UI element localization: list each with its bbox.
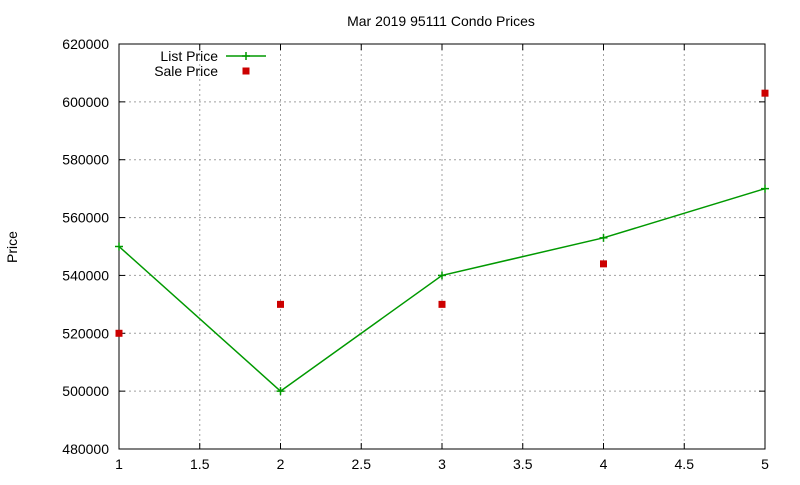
series-layer <box>115 89 769 396</box>
x-tick-label: 2 <box>277 456 285 472</box>
data-point <box>115 242 123 251</box>
legend-marker <box>242 52 250 60</box>
y-tick-label: 600000 <box>62 94 109 110</box>
data-point <box>438 300 446 308</box>
data-point <box>276 387 285 396</box>
data-point <box>600 260 607 268</box>
y-tick-label: 520000 <box>62 325 109 341</box>
series-list-price <box>115 184 769 396</box>
x-tick-label: 1.5 <box>190 456 210 472</box>
data-point <box>115 329 123 337</box>
grid-layer <box>119 44 765 449</box>
x-tick-label: 3.5 <box>513 456 533 472</box>
x-tick-label: 1 <box>115 456 123 472</box>
data-point <box>761 89 769 97</box>
y-tick-label: 620000 <box>62 36 109 52</box>
x-tick-label: 4.5 <box>675 456 695 472</box>
y-tick-label: 560000 <box>62 210 109 226</box>
tick-label-layer: 1 1.5 2 2.5 3 3.5 4 4.5 5 480000 500000 520000 54000… <box>62 36 769 472</box>
legend-marker <box>242 67 250 75</box>
data-point <box>761 184 769 193</box>
x-tick-label: 2.5 <box>352 456 372 472</box>
y-tick-label: 480000 <box>62 441 109 457</box>
y-tick-label: 540000 <box>62 267 109 283</box>
x-tick-label: 5 <box>761 456 769 472</box>
y-axis-label: Price <box>4 231 20 263</box>
data-point <box>438 271 446 280</box>
y-tick-label: 500000 <box>62 383 109 399</box>
legend-label: List Price <box>160 48 218 64</box>
data-point <box>599 233 608 242</box>
x-tick-label: 3 <box>438 456 446 472</box>
y-tick-label: 580000 <box>62 152 109 168</box>
legend-label: Sale Price <box>154 63 218 79</box>
chart-title: Mar 2019 95111 Condo Prices <box>347 13 535 29</box>
series-sale-price <box>115 89 769 337</box>
data-point <box>277 300 284 308</box>
x-tick-label: 4 <box>600 456 608 472</box>
